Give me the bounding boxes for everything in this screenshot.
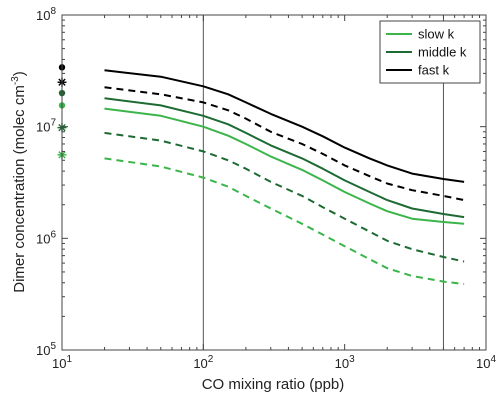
y-axis-label: Dimer concentration (molec cm-3) <box>10 71 28 292</box>
series-line-3 <box>104 107 465 225</box>
y-axis-label-main: Dimer concentration (molec cm <box>11 85 28 293</box>
y-tick-label: 108 <box>36 6 56 23</box>
y-axis-label-suffix: ) <box>11 71 28 76</box>
plot-frame <box>61 14 487 351</box>
y-tick-label: 105 <box>36 341 56 358</box>
series-line-4 <box>104 131 465 263</box>
x-axis-label: CO mixing ratio (ppb) <box>202 376 345 393</box>
legend-label-2: fast k <box>418 63 450 78</box>
series-line-1 <box>104 86 465 202</box>
axis-ticks <box>61 15 486 351</box>
legend-label-1: middle k <box>418 45 467 60</box>
series-line-5 <box>104 157 465 285</box>
legend: slow k middle k fast k <box>379 20 481 84</box>
series-layer <box>104 69 465 285</box>
x-tick-label: 102 <box>193 354 213 371</box>
x-tick-label: 101 <box>52 354 72 371</box>
x-tick-label: 103 <box>335 354 355 371</box>
x-tick-label: 104 <box>476 354 496 371</box>
y-tick-label: 106 <box>36 229 56 246</box>
series-line-2 <box>104 97 465 219</box>
legend-label-0: slow k <box>418 27 455 42</box>
y-tick-label: 107 <box>36 118 56 135</box>
x-tick-labels: 101 102 103 104 <box>52 354 496 371</box>
series-line-0 <box>104 69 465 183</box>
y-tick-labels: 105 106 107 108 <box>36 6 56 358</box>
y-axis-label-superscript: -3 <box>10 76 21 85</box>
